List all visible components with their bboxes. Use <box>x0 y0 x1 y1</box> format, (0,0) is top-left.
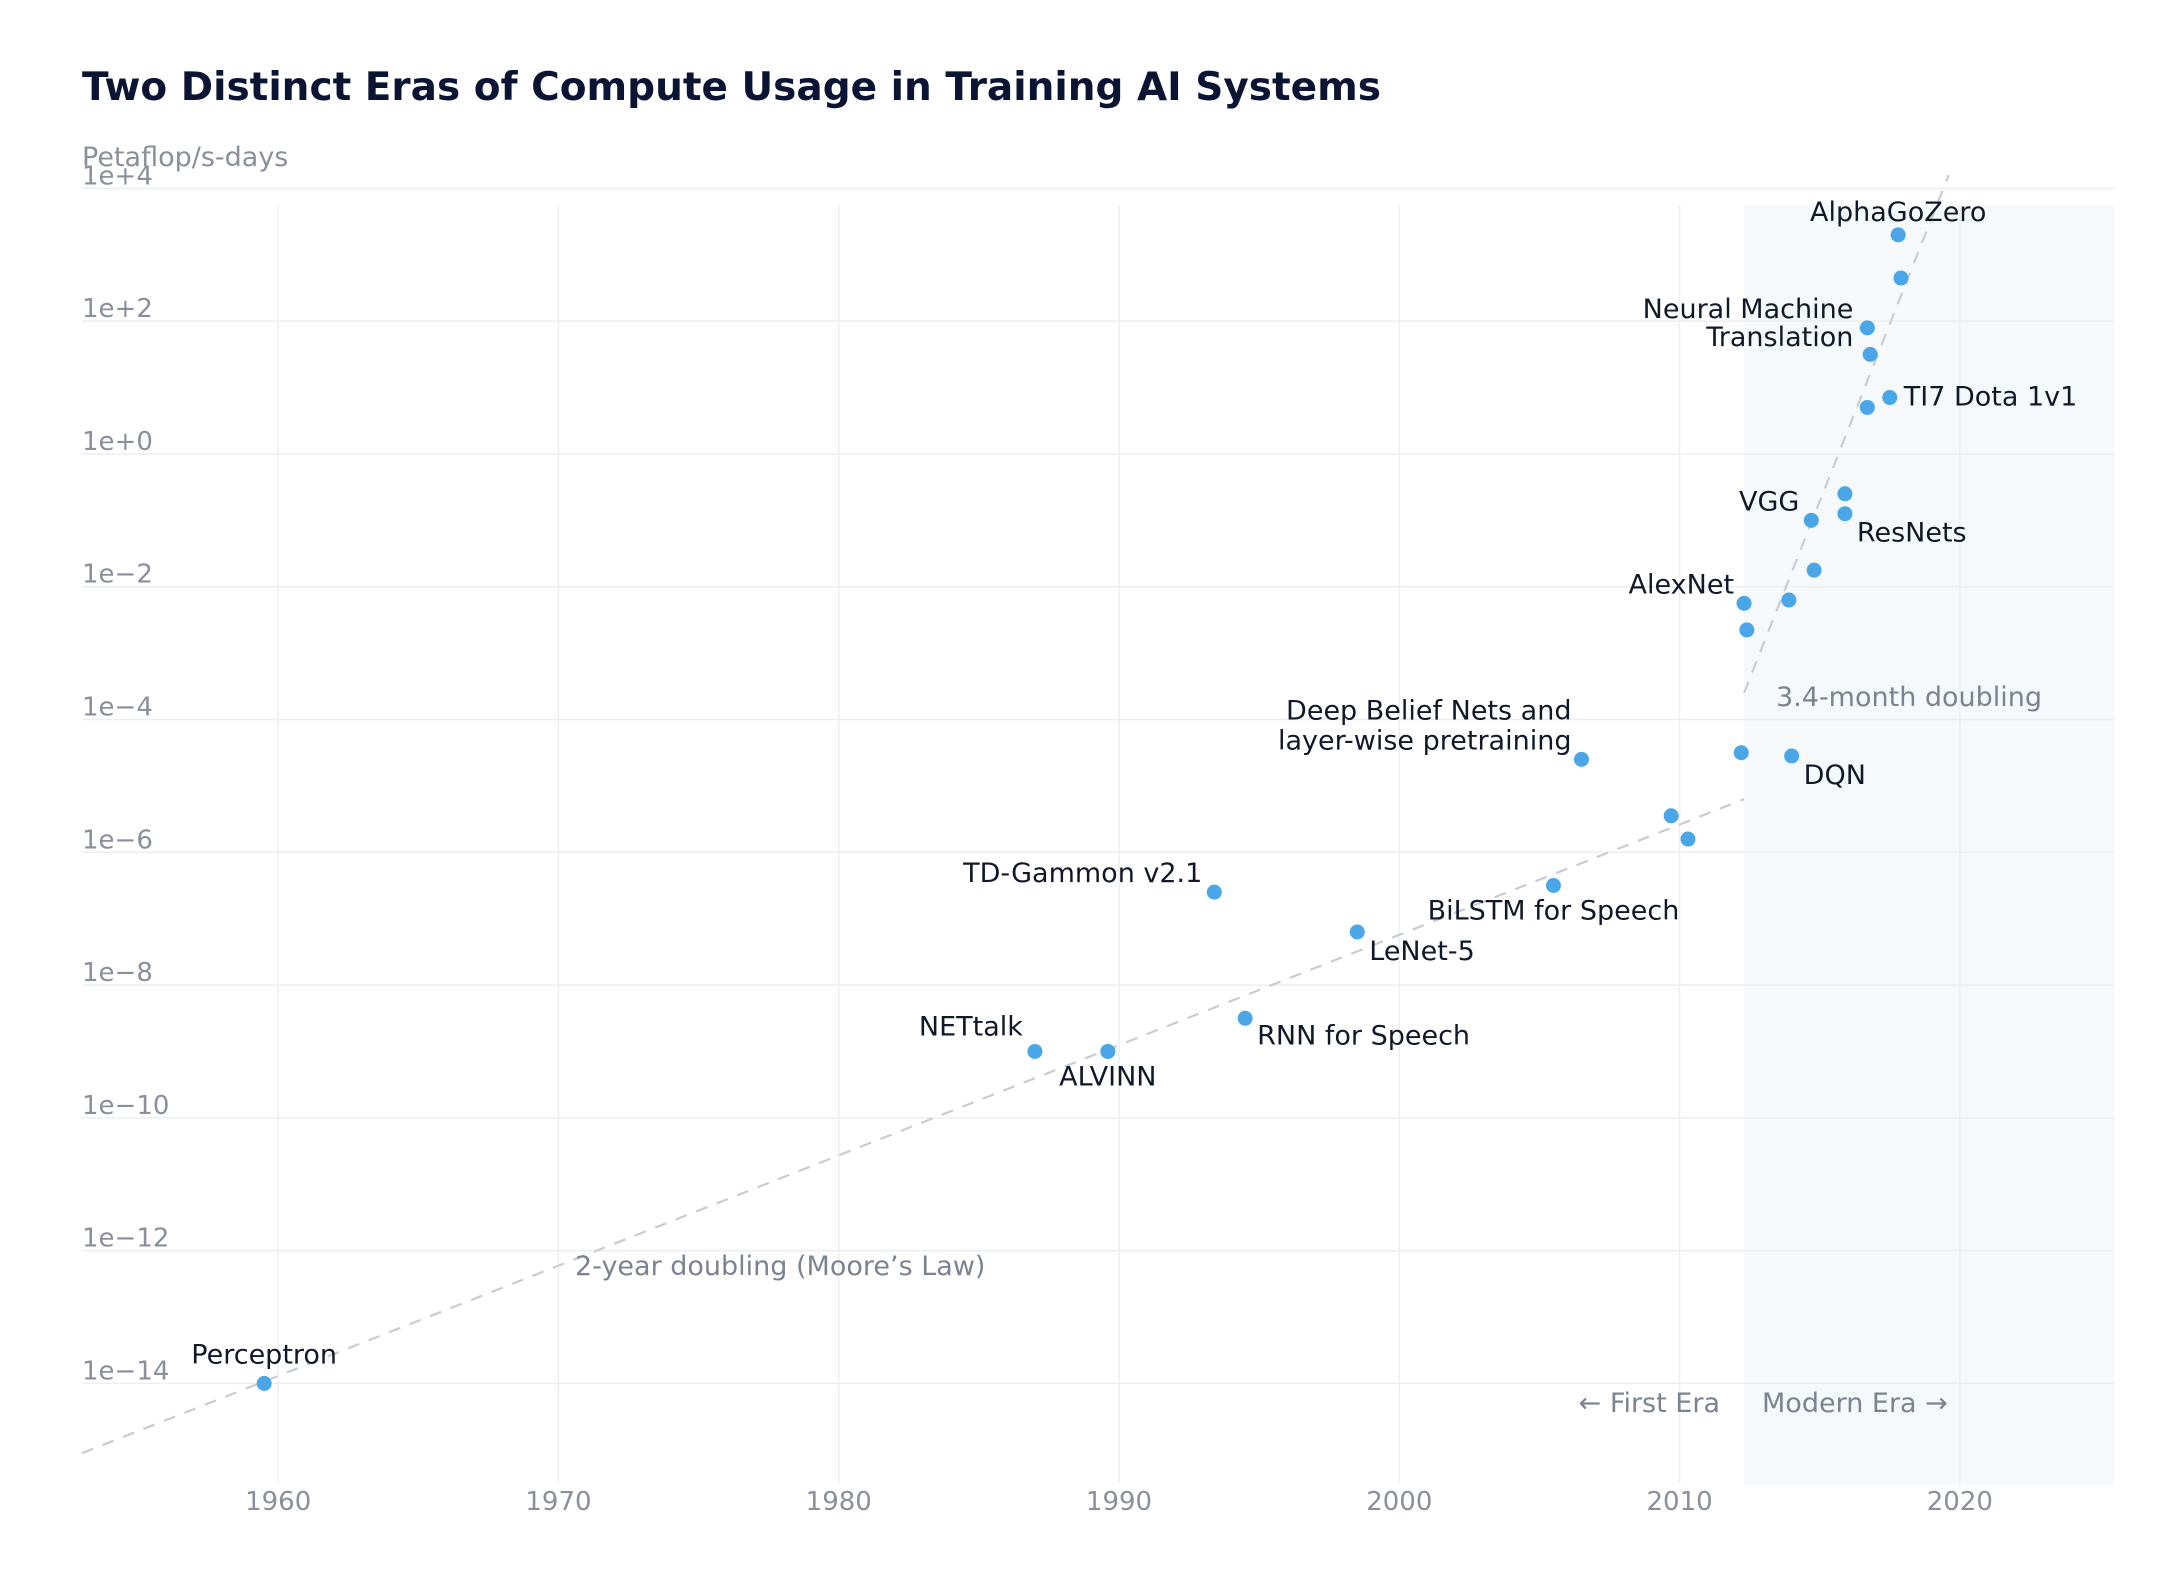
data-point <box>1237 1010 1253 1026</box>
point-label: ALVINN <box>1059 1061 1156 1092</box>
data-point <box>1893 270 1909 286</box>
data-point <box>1349 924 1365 940</box>
x-tick-labels: 1960 1970 1980 1990 2000 2010 2020 <box>245 1487 1993 1517</box>
fast-doubling-annotation: 3.4-month doubling <box>1776 682 2042 713</box>
x-tick-label: 1960 <box>245 1487 311 1517</box>
point-label: layer-wise pretraining <box>1278 725 1571 756</box>
data-point <box>1859 320 1875 336</box>
data-point <box>1882 390 1898 406</box>
point-labels: Perceptron NETtalk ALVINN TD-Gammon v2.1 RNN… <box>191 197 2077 1371</box>
gridlines <box>82 187 2114 1483</box>
point-label: TI7 Dota 1v1 <box>1903 382 2078 413</box>
y-tick-label: 1e+4 <box>82 161 153 191</box>
moores-law-trend-line <box>81 798 1745 1455</box>
y-tick-label: 1e−10 <box>82 1091 169 1121</box>
data-point <box>1803 512 1819 528</box>
data-point <box>1100 1043 1116 1059</box>
point-label: Translation <box>1705 322 1853 353</box>
data-point <box>1837 506 1853 522</box>
data-point <box>1545 877 1561 893</box>
y-tick-label: 1e−4 <box>82 693 153 723</box>
point-label: NETtalk <box>919 1011 1023 1042</box>
x-tick-label: 1970 <box>525 1487 591 1517</box>
point-label: Neural Machine <box>1643 294 1854 325</box>
x-tick-label: 2020 <box>1927 1487 1993 1517</box>
x-tick-label: 1990 <box>1086 1487 1152 1517</box>
data-point <box>1663 808 1679 824</box>
y-tick-label: 1e−2 <box>82 560 153 590</box>
y-tick-label: 1e−14 <box>82 1356 169 1386</box>
data-point <box>1862 346 1878 362</box>
y-tick-label: 1e−8 <box>82 958 153 988</box>
x-tick-label: 2010 <box>1646 1487 1712 1517</box>
data-points <box>256 227 1909 1391</box>
data-point <box>1573 751 1589 767</box>
x-tick-label: 1980 <box>806 1487 872 1517</box>
x-tick-label: 2000 <box>1366 1487 1432 1517</box>
y-tick-labels: 1e+4 1e+2 1e+0 1e−2 1e−4 1e−6 1e−8 1e−10 1e−12 1e… <box>82 161 169 1386</box>
y-tick-label: 1e+0 <box>82 427 153 457</box>
y-tick-label: 1e−6 <box>82 825 153 855</box>
y-axis-label: Petaflop/s-days <box>82 142 288 173</box>
data-point <box>1206 884 1222 900</box>
point-label: BiLSTM for Speech <box>1428 895 1680 926</box>
y-tick-label: 1e−12 <box>82 1224 169 1254</box>
point-label: AlexNet <box>1629 569 1734 600</box>
modern-era-shade <box>1744 205 2114 1485</box>
modern-era-annotation: Modern Era → <box>1762 1388 1948 1419</box>
data-point <box>256 1375 272 1391</box>
data-point <box>1027 1043 1043 1059</box>
data-point <box>1680 831 1696 847</box>
point-label: AlphaGoZero <box>1810 197 1986 228</box>
moores-law-annotation: 2-year doubling (Moore’s Law) <box>575 1251 985 1282</box>
point-label: ResNets <box>1857 518 1967 549</box>
point-label: DQN <box>1804 760 1866 791</box>
data-point <box>1784 748 1800 764</box>
point-label: Deep Belief Nets and <box>1286 695 1571 726</box>
fast-doubling-trend-line <box>1743 174 1950 694</box>
data-point <box>1890 227 1906 243</box>
trend-lines <box>81 174 1950 1455</box>
data-point <box>1733 745 1749 761</box>
data-point <box>1739 622 1755 638</box>
data-point <box>1806 562 1822 578</box>
first-era-annotation: ← First Era <box>1579 1388 1720 1419</box>
y-tick-label: 1e+2 <box>82 294 153 324</box>
point-label: Perceptron <box>191 1339 337 1370</box>
point-label: VGG <box>1739 486 1799 517</box>
point-label: TD-Gammon v2.1 <box>962 858 1202 889</box>
chart-title: Two Distinct Eras of Compute Usage in Tr… <box>82 65 1381 110</box>
data-point <box>1837 486 1853 502</box>
point-label: RNN for Speech <box>1257 1020 1470 1051</box>
data-point <box>1859 399 1875 415</box>
data-point <box>1736 595 1752 611</box>
point-label: LeNet-5 <box>1369 936 1475 967</box>
data-point <box>1781 592 1797 608</box>
